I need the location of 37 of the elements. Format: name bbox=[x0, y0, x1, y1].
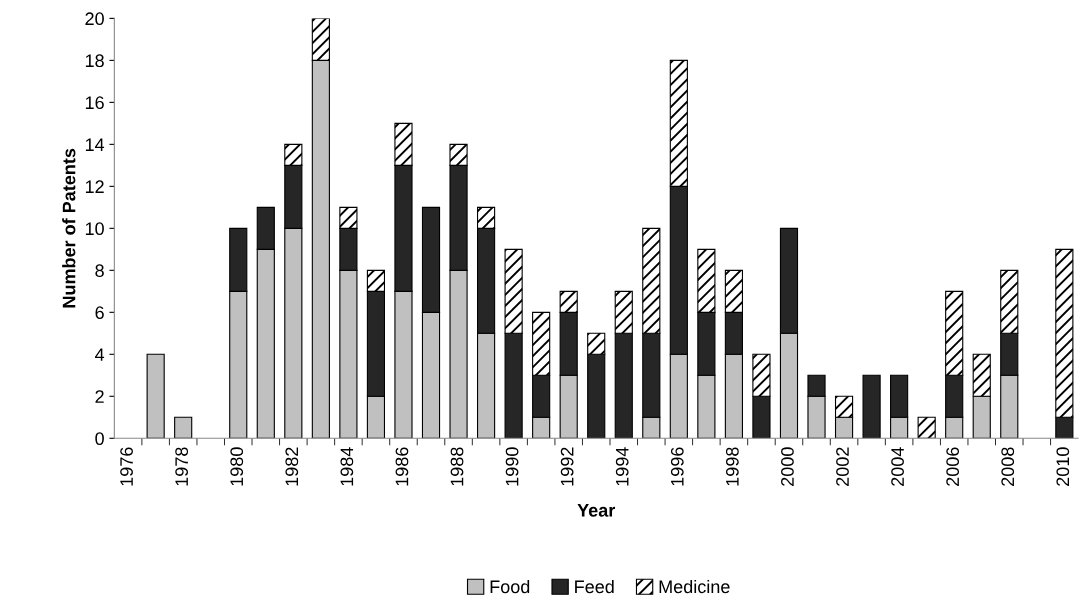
x-tick-label: 2002 bbox=[836, 447, 849, 486]
y-tick-label: 8 bbox=[95, 264, 104, 278]
y-tick-label: 6 bbox=[95, 306, 104, 320]
bar bbox=[146, 353, 165, 439]
y-tick-label: 16 bbox=[85, 96, 104, 110]
x-tick-label: 2004 bbox=[891, 447, 904, 486]
x-tick-label: 1978 bbox=[175, 447, 189, 486]
x-tick-label: 1990 bbox=[505, 447, 519, 486]
y-tick-label: 2 bbox=[95, 390, 104, 403]
x-tick-label: 1986 bbox=[395, 447, 409, 486]
y-tick-label: 14 bbox=[85, 138, 105, 151]
y-tick-label: 18 bbox=[85, 54, 104, 68]
x-tick-label: 1992 bbox=[560, 447, 574, 486]
x-axis-title: Year bbox=[577, 504, 616, 517]
x-tick-label: 2000 bbox=[781, 447, 794, 486]
x-tick-label: 2008 bbox=[1001, 447, 1015, 486]
x-tick-label: 1994 bbox=[615, 447, 629, 486]
x-tick-label: 1984 bbox=[340, 447, 354, 486]
x-tick-label: 2006 bbox=[946, 447, 960, 486]
y-tick-label: 12 bbox=[85, 180, 104, 193]
x-tick-label: 1996 bbox=[670, 447, 684, 486]
legend-label: Medicine bbox=[659, 579, 730, 594]
bar bbox=[862, 374, 881, 439]
legend-label: Feed bbox=[575, 579, 614, 594]
y-tick-label: 4 bbox=[95, 348, 105, 361]
x-tick-label: 1988 bbox=[450, 447, 464, 486]
x-tick-label: 1982 bbox=[285, 447, 299, 486]
y-axis-title: Number of Patents bbox=[62, 148, 76, 308]
y-tick-label: 20 bbox=[85, 12, 104, 26]
bar bbox=[174, 416, 193, 439]
y-tick-label: 0 bbox=[95, 432, 104, 446]
x-tick-label: 1998 bbox=[725, 447, 739, 486]
legend-label: Food bbox=[490, 579, 530, 594]
x-tick-label: 1980 bbox=[230, 447, 244, 486]
x-tick-label: 1976 bbox=[120, 447, 133, 486]
y-tick-label: 10 bbox=[85, 222, 104, 236]
x-tick-label: 2010 bbox=[1056, 447, 1070, 486]
